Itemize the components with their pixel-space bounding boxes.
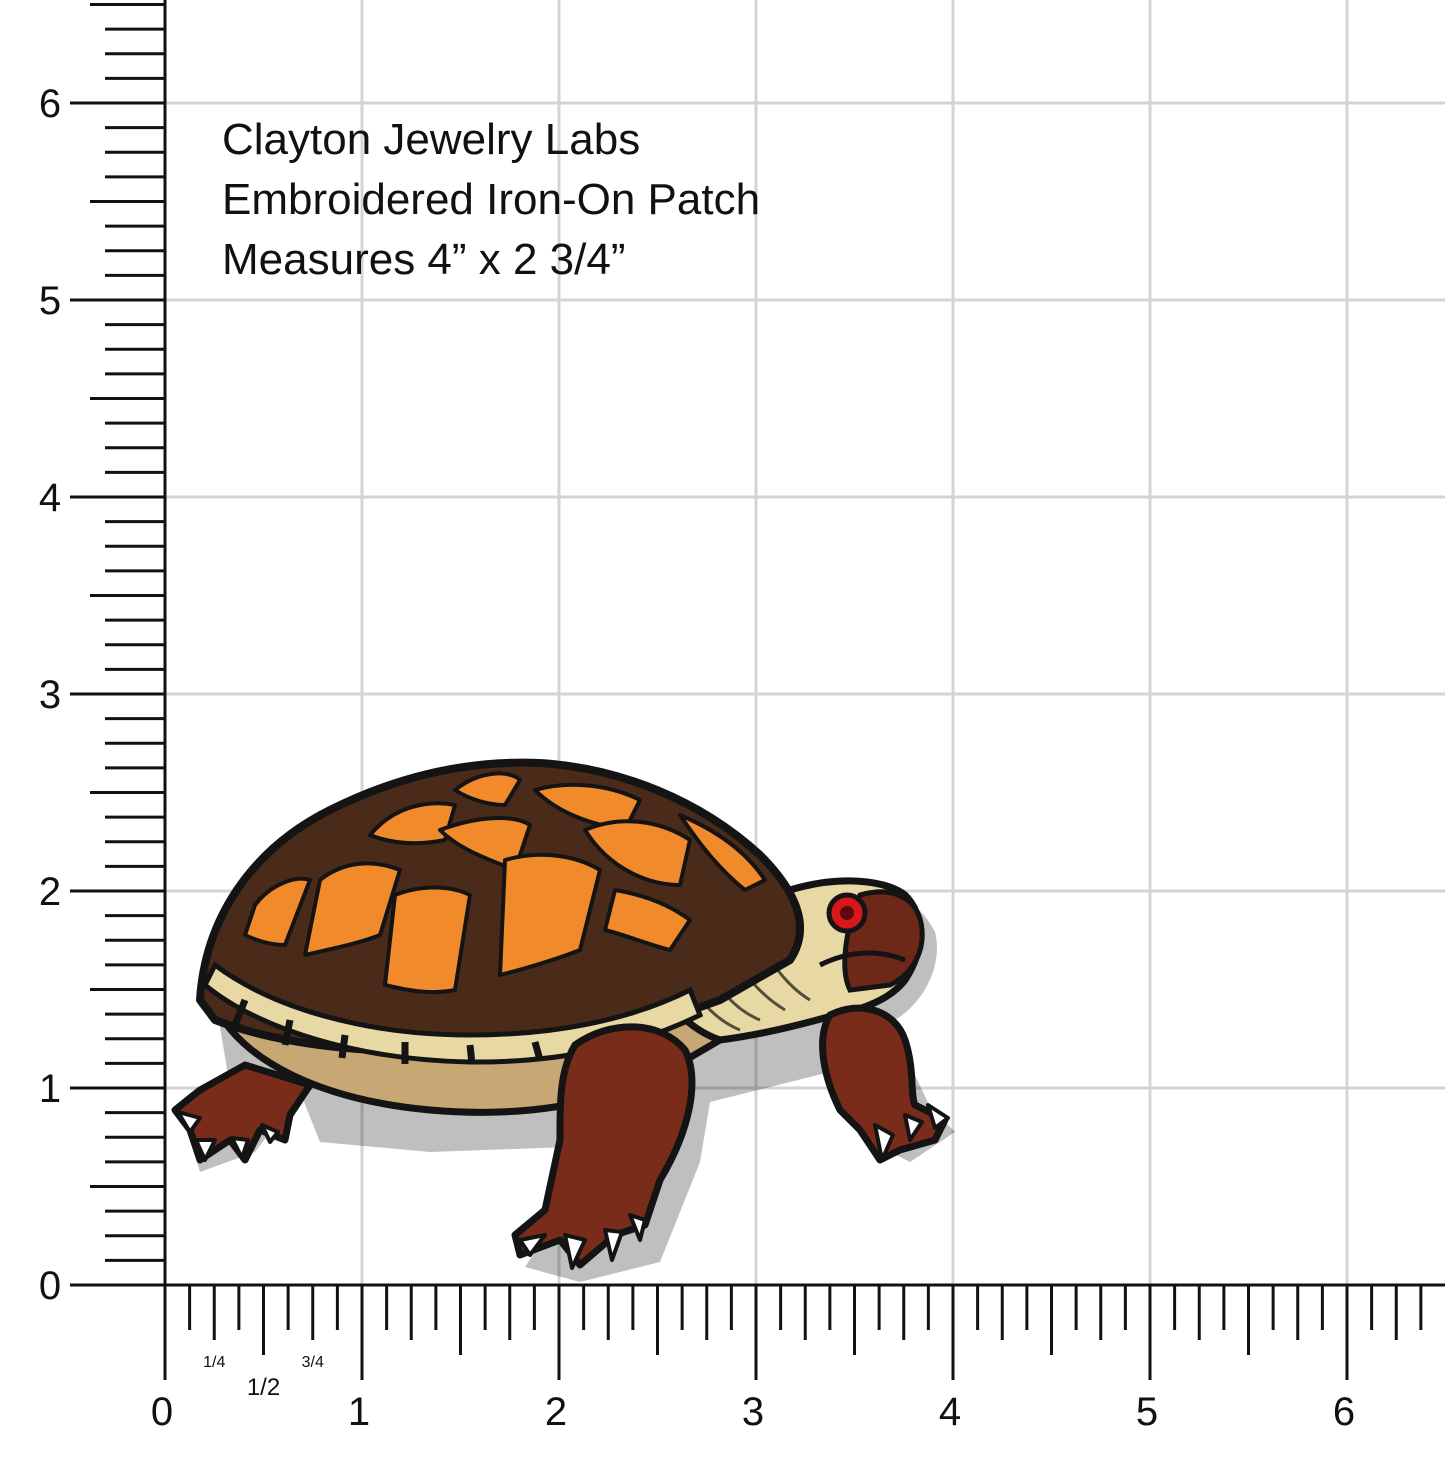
x-fraction-label: 3/4 [302,1354,324,1371]
y-axis-label: 5 [39,279,61,323]
x-axis-label: 3 [742,1390,764,1434]
x-axis-label: 2 [545,1390,567,1434]
y-axis-label: 2 [39,870,61,914]
x-axis-label: 0 [151,1390,173,1434]
y-axis-label: 6 [39,82,61,126]
ruler-labels: 0 1 2 3 4 5 6 0 1 2 3 4 5 6 1/4 1/2 3/4 [39,82,1355,1434]
y-axis-label: 4 [39,476,61,520]
caption-size: Measures 4” x 2 3/4” [222,235,626,284]
product-caption: Clayton Jewelry Labs Embroidered Iron-On… [222,110,760,290]
x-fraction-label: 1/2 [247,1374,280,1401]
y-axis-label: 0 [39,1264,61,1308]
box-turtle-patch-icon [171,758,955,1282]
x-axis-label: 4 [939,1390,961,1434]
x-axis-label: 1 [348,1390,370,1434]
caption-product: Embroidered Iron-On Patch [222,175,761,224]
x-axis-label: 6 [1333,1390,1355,1434]
x-fraction-label: 1/4 [203,1354,225,1371]
front-left-leg [511,1023,696,1269]
ruler-ticks [70,0,1445,1380]
y-axis-label: 3 [39,673,61,717]
x-axis-label: 5 [1136,1390,1158,1434]
caption-brand: Clayton Jewelry Labs [222,115,641,164]
y-axis-label: 1 [39,1067,61,1111]
